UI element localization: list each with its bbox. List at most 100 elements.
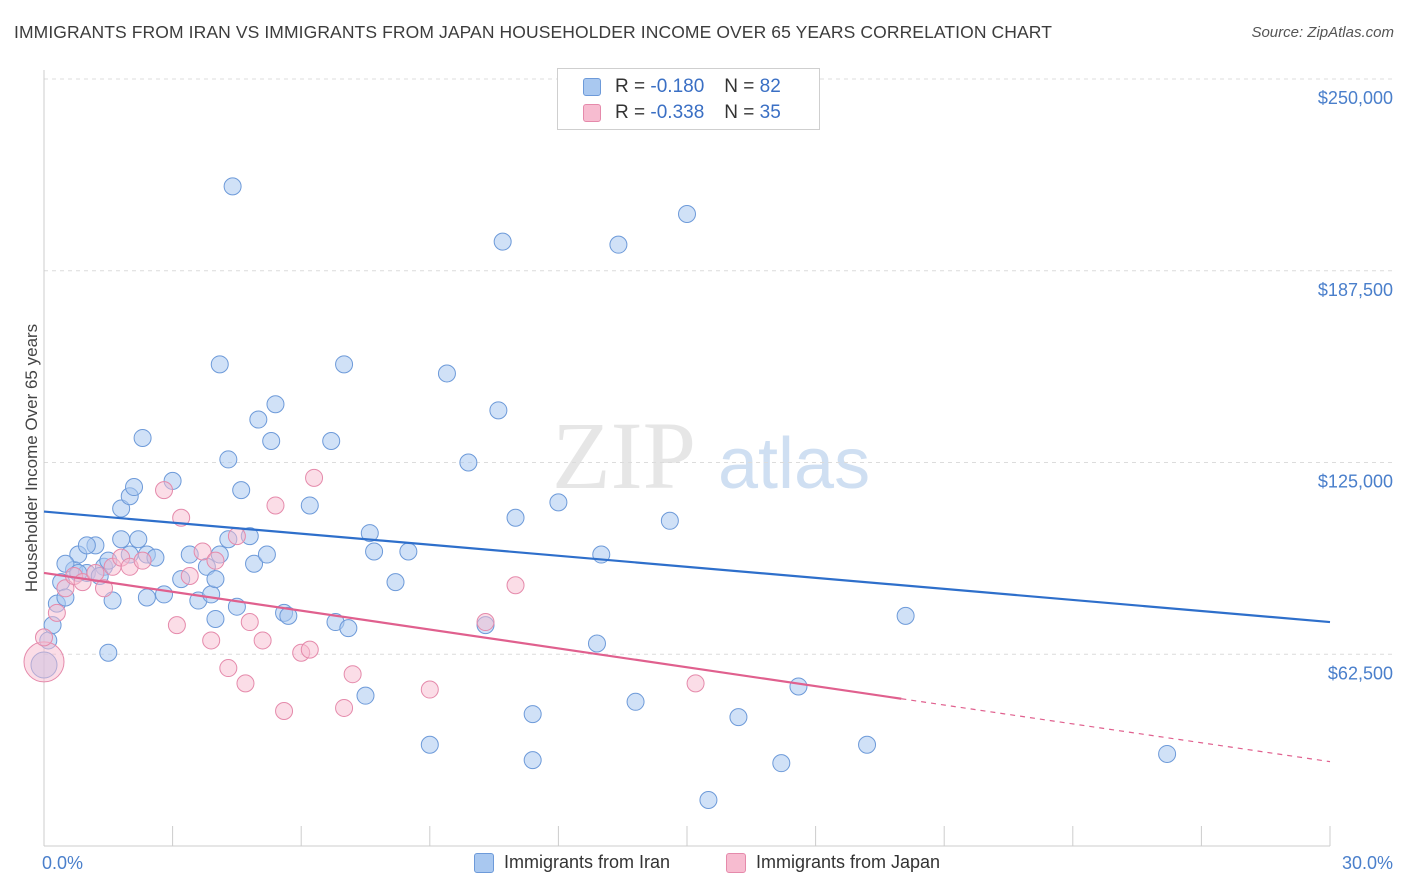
japan-point-11 bbox=[133, 551, 152, 570]
iran-point-67 bbox=[523, 705, 542, 724]
japan-point-7 bbox=[95, 579, 114, 598]
legend-row-iran: R = -0.180 N = 82 bbox=[583, 75, 781, 99]
japan-point-3 bbox=[56, 579, 75, 598]
trend-lines bbox=[43, 510, 1331, 763]
iran-point-42 bbox=[245, 554, 264, 573]
japan-point-16 bbox=[193, 542, 212, 561]
iran-point-58 bbox=[386, 573, 405, 592]
japan-point-30 bbox=[343, 665, 362, 684]
iran-point-40 bbox=[232, 481, 251, 500]
iran-point-10 bbox=[103, 591, 122, 610]
japan-point-20 bbox=[227, 527, 246, 546]
iran-point-22 bbox=[125, 478, 144, 497]
japan-trend-line-extension bbox=[901, 698, 1331, 763]
legend-n-value-japan: 35 bbox=[759, 102, 781, 123]
y-tick-labels: $62,500 $125,000 $187,500 $250,000 bbox=[1318, 88, 1393, 683]
iran-point-56 bbox=[360, 524, 379, 543]
iran-point-44 bbox=[257, 545, 276, 564]
japan-point-0 bbox=[23, 641, 65, 683]
watermark-atlas: atlas bbox=[718, 424, 870, 504]
japan-point-27 bbox=[300, 640, 319, 659]
iran-point-13 bbox=[129, 530, 148, 549]
iran-point-53 bbox=[339, 619, 358, 638]
bottom-legend-label-iran: Immigrants from Iran bbox=[504, 852, 671, 872]
iran-trend-line bbox=[43, 510, 1331, 624]
legend-n-value-iran: 82 bbox=[759, 76, 781, 97]
watermark-zip: ZIP bbox=[552, 402, 696, 509]
iran-point-35 bbox=[206, 570, 225, 589]
japan-point-23 bbox=[253, 631, 272, 650]
iran-point-59 bbox=[399, 542, 418, 561]
x-tick-labels: 0.0% 30.0% bbox=[42, 853, 1393, 873]
japan-point-21 bbox=[236, 674, 255, 693]
iran-point-65 bbox=[493, 232, 512, 251]
x-tick-label-1: 30.0% bbox=[1342, 853, 1393, 873]
legend-r-label-iran: R = bbox=[615, 76, 646, 97]
iran-point-77 bbox=[729, 708, 748, 727]
x-ticks bbox=[43, 826, 1331, 846]
iran-point-43 bbox=[249, 410, 268, 429]
chart-source: Source: ZipAtlas.com bbox=[1251, 24, 1394, 41]
iran-point-33 bbox=[206, 609, 225, 628]
iran-point-61 bbox=[437, 364, 456, 383]
iran-point-74 bbox=[660, 511, 679, 530]
japan-point-1 bbox=[35, 628, 53, 647]
watermark: ZIP atlas bbox=[552, 402, 870, 509]
iran-point-55 bbox=[356, 686, 375, 705]
bottom-legend-japan: Immigrants from Japan bbox=[726, 852, 940, 873]
japan-point-34 bbox=[686, 674, 705, 693]
iran-point-11 bbox=[112, 530, 131, 549]
japan-point-2 bbox=[47, 603, 66, 622]
iran-point-78 bbox=[772, 754, 791, 773]
iran-point-81 bbox=[896, 606, 915, 625]
japan-point-15 bbox=[180, 567, 199, 586]
iran-point-73 bbox=[626, 692, 645, 711]
japan-point-33 bbox=[506, 576, 525, 595]
legend-n-label-iran: N = bbox=[724, 76, 755, 97]
iran-point-70 bbox=[587, 634, 606, 653]
japan-point-31 bbox=[420, 680, 439, 699]
iran-point-45 bbox=[262, 432, 281, 451]
iran-point-26 bbox=[155, 585, 174, 604]
y-axis-title: Householder Income Over 65 years bbox=[22, 324, 41, 592]
legend-swatch-iran bbox=[583, 78, 601, 96]
iran-point-68 bbox=[523, 751, 542, 770]
iran-point-69 bbox=[549, 493, 568, 512]
iran-point-20 bbox=[112, 499, 131, 518]
japan-point-25 bbox=[275, 702, 294, 721]
iran-point-17 bbox=[77, 536, 96, 555]
x-tick-label-0: 0.0% bbox=[42, 853, 83, 873]
bottom-legend-swatch-iran bbox=[474, 852, 494, 873]
y-tick-label-2: $187,500 bbox=[1318, 280, 1393, 300]
japan-point-12 bbox=[155, 481, 174, 500]
iran-point-84 bbox=[99, 643, 118, 662]
iran-point-62 bbox=[459, 453, 478, 472]
japan-point-32 bbox=[476, 613, 495, 632]
bottom-legend-label-japan: Immigrants from Japan bbox=[756, 852, 941, 872]
iran-point-32 bbox=[202, 585, 221, 604]
series-japan-points bbox=[23, 468, 705, 721]
iran-point-51 bbox=[322, 432, 341, 451]
japan-point-29 bbox=[335, 698, 354, 717]
iran-point-64 bbox=[489, 401, 508, 420]
legend-swatch-japan bbox=[583, 104, 601, 122]
iran-point-48 bbox=[279, 606, 298, 625]
iran-point-15 bbox=[56, 554, 75, 573]
iran-point-14 bbox=[137, 588, 156, 607]
iran-point-57 bbox=[365, 542, 384, 561]
iran-point-46 bbox=[266, 395, 285, 414]
iran-point-37 bbox=[219, 450, 238, 469]
iran-point-66 bbox=[506, 508, 525, 527]
japan-point-24 bbox=[266, 496, 285, 515]
y-tick-label-1: $125,000 bbox=[1318, 472, 1393, 492]
iran-point-79 bbox=[789, 677, 808, 696]
bottom-legend-iran: Immigrants from Iran bbox=[474, 852, 670, 873]
iran-point-39 bbox=[210, 355, 229, 374]
iran-point-50 bbox=[300, 496, 319, 515]
iran-point-72 bbox=[609, 235, 628, 254]
correlation-legend: R = -0.180 N = 82 R = -0.338 N = 35 bbox=[557, 68, 820, 130]
iran-point-54 bbox=[335, 355, 354, 374]
bottom-legend-swatch-japan bbox=[726, 852, 746, 873]
iran-point-23 bbox=[133, 428, 152, 447]
